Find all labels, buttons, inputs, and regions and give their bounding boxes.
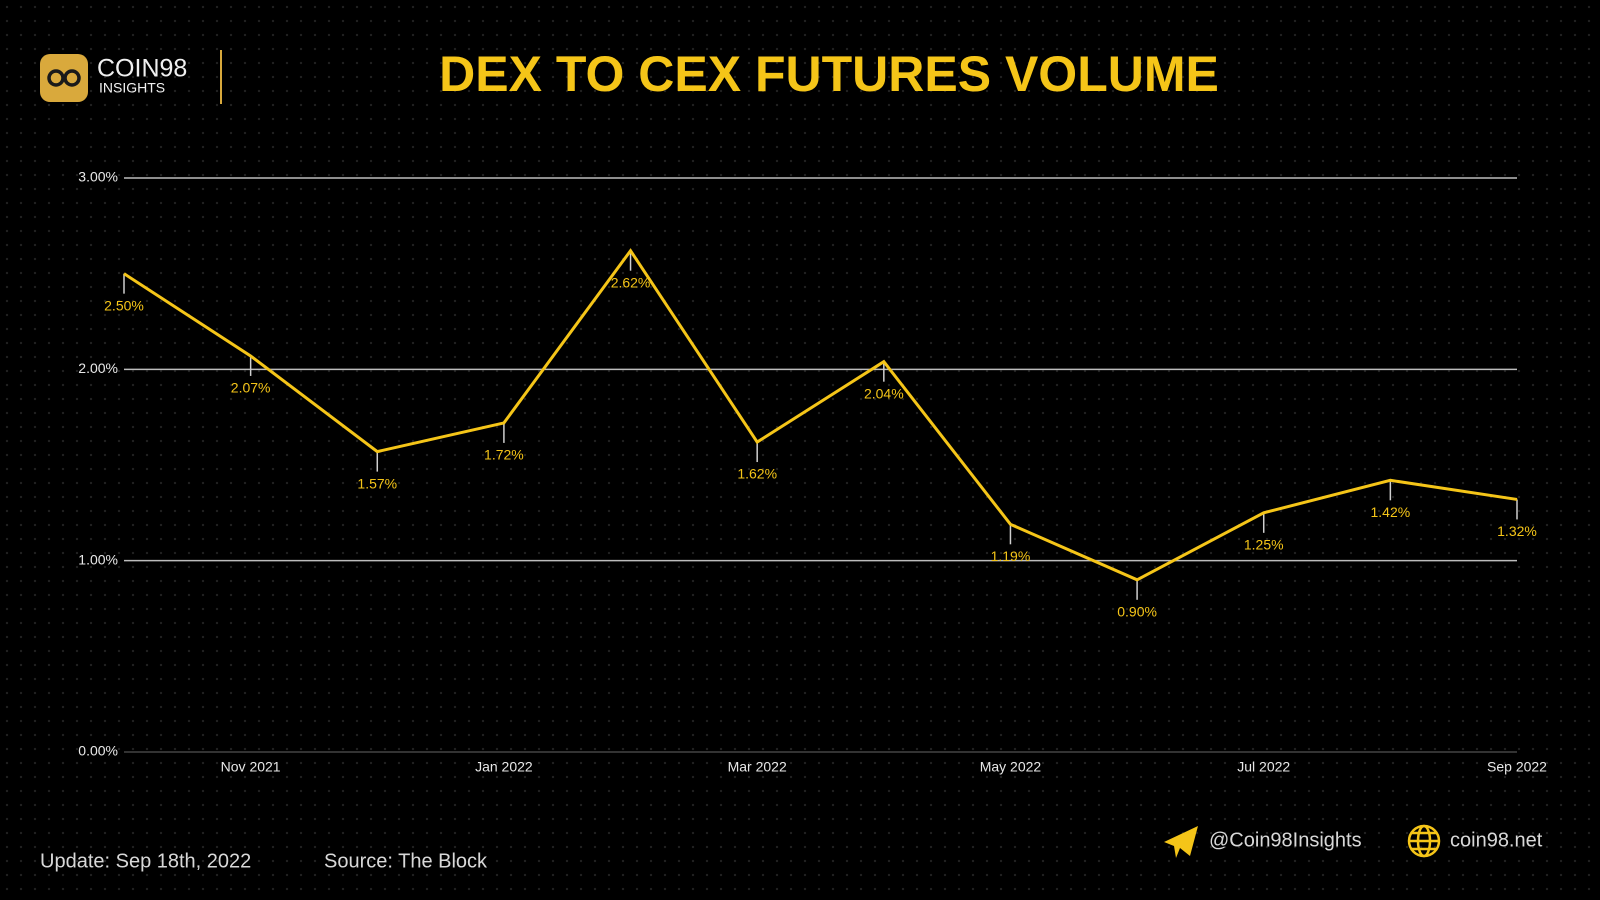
data-label: 1.62% bbox=[737, 466, 777, 482]
data-label: 0.90% bbox=[1117, 604, 1157, 620]
x-tick-label: Mar 2022 bbox=[728, 759, 787, 775]
logo-glyph bbox=[63, 69, 81, 87]
telegram-icon bbox=[1164, 826, 1198, 858]
line-series bbox=[123, 248, 1518, 582]
data-label: 2.07% bbox=[231, 380, 271, 396]
telegram-handle[interactable]: @Coin98Insights bbox=[1209, 829, 1362, 851]
data-label: 1.57% bbox=[357, 475, 397, 491]
x-tick-label: Nov 2021 bbox=[221, 759, 281, 775]
x-tick-label: May 2022 bbox=[980, 759, 1042, 775]
logo-name: COIN98 bbox=[97, 55, 187, 83]
logo-glyph bbox=[47, 69, 65, 87]
data-label: 1.32% bbox=[1497, 523, 1537, 539]
website-link[interactable]: coin98.net bbox=[1450, 829, 1543, 851]
data-label: 1.25% bbox=[1244, 537, 1284, 553]
data-label: 1.72% bbox=[484, 447, 524, 463]
globe-icon bbox=[1407, 824, 1441, 858]
y-tick-label: 0.00% bbox=[78, 743, 118, 759]
data-label: 2.62% bbox=[611, 274, 651, 290]
y-tick-label: 2.00% bbox=[78, 360, 118, 376]
data-label: 2.50% bbox=[104, 297, 144, 313]
data-label: 1.19% bbox=[991, 548, 1031, 564]
x-tick-label: Sep 2022 bbox=[1487, 759, 1547, 775]
data-label: 2.04% bbox=[864, 385, 904, 401]
logo-sub: INSIGHTS bbox=[99, 80, 165, 96]
chart-title: DEX TO CEX FUTURES VOLUME bbox=[439, 46, 1219, 102]
data-label: 1.42% bbox=[1371, 504, 1411, 520]
y-tick-label: 3.00% bbox=[78, 169, 118, 185]
update-note: Update: Sep 18th, 2022 bbox=[40, 850, 251, 872]
x-tick-label: Jul 2022 bbox=[1237, 759, 1290, 775]
source-note: Source: The Block bbox=[324, 850, 488, 872]
x-tick-label: Jan 2022 bbox=[475, 759, 533, 775]
y-tick-label: 1.00% bbox=[78, 551, 118, 567]
